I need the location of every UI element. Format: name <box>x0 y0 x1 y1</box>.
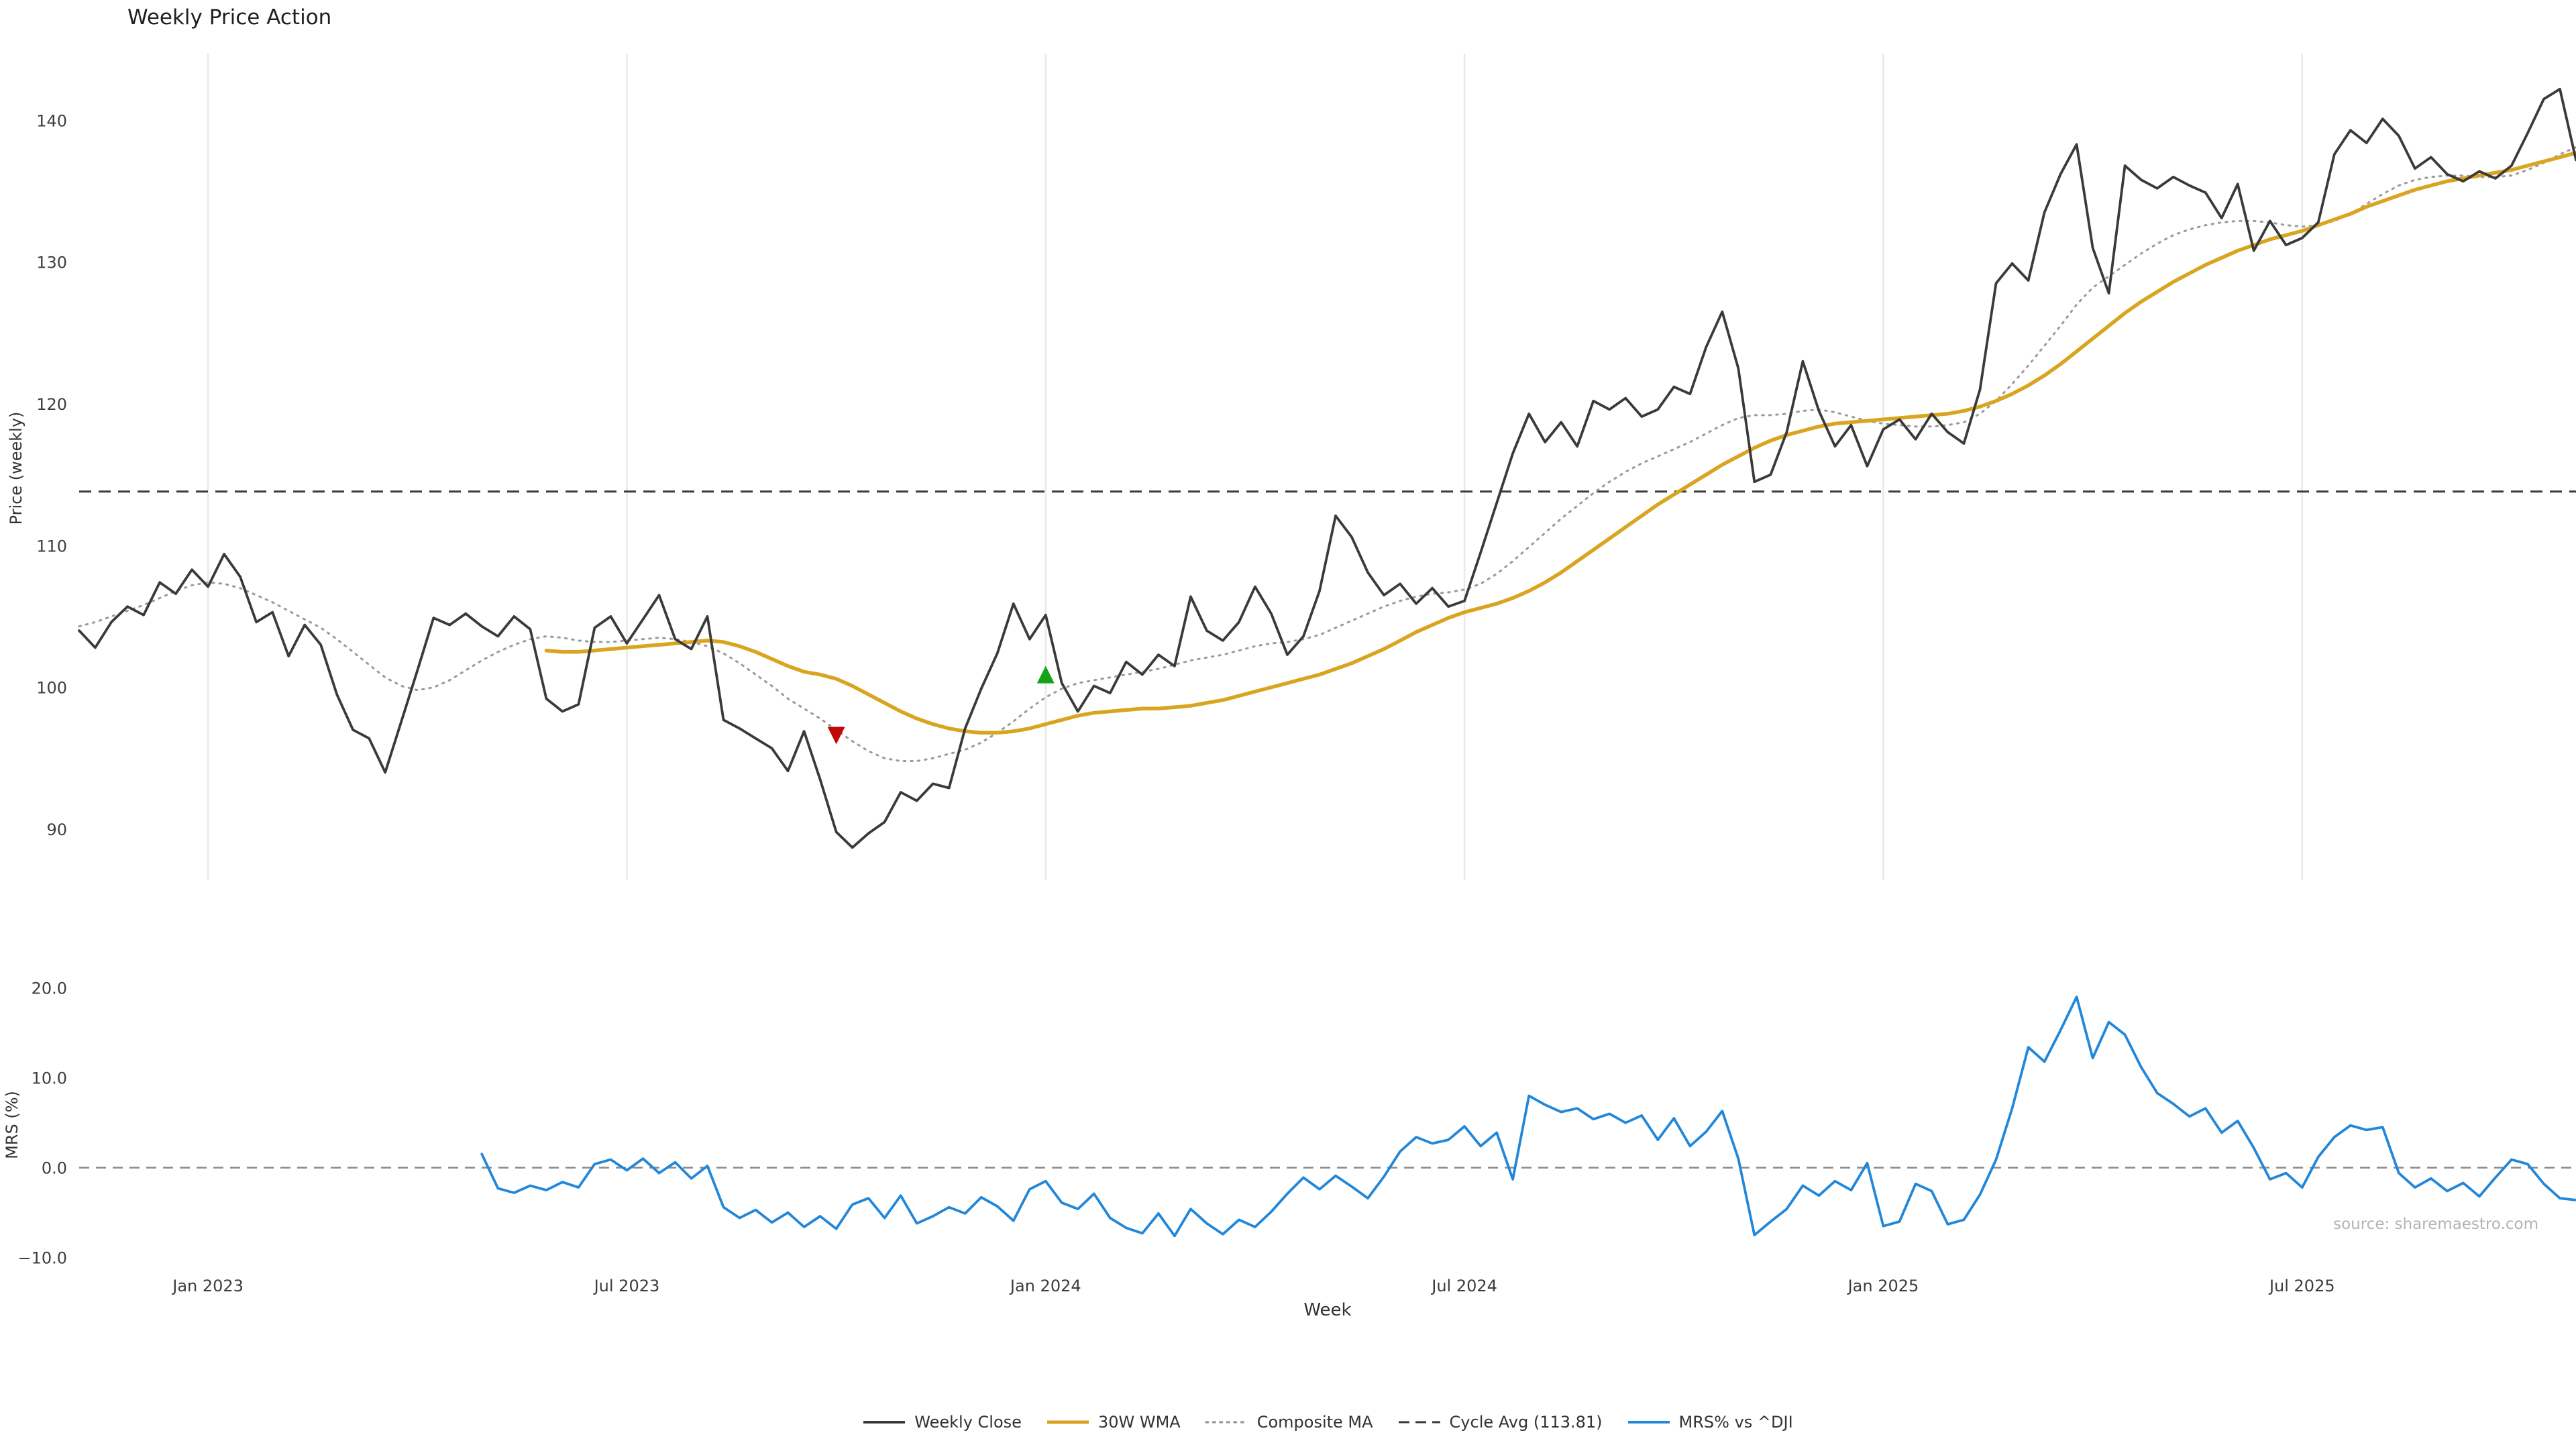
svg-text:10.0: 10.0 <box>32 1069 67 1088</box>
composite-ma-line-swatch-icon <box>1204 1421 1249 1424</box>
legend-label: MRS% vs ^DJI <box>1678 1413 1793 1432</box>
svg-text:90: 90 <box>46 820 67 839</box>
svg-text:Jan 2024: Jan 2024 <box>1009 1277 1081 1295</box>
legend-label: Cycle Avg (113.81) <box>1449 1413 1603 1432</box>
wma-line-swatch-icon <box>1046 1420 1089 1424</box>
svg-text:Jul 2025: Jul 2025 <box>2268 1277 2335 1295</box>
mrs-line-swatch-icon <box>1627 1421 1670 1424</box>
svg-text:110: 110 <box>36 537 67 555</box>
svg-text:120: 120 <box>36 395 67 414</box>
legend: Weekly Close 30W WMA Composite MA Cycle … <box>79 1413 2576 1432</box>
sell-signal-marker <box>827 727 845 745</box>
legend-item-composite-ma: Composite MA <box>1204 1413 1373 1432</box>
legend-item-mrs: MRS% vs ^DJI <box>1627 1413 1793 1432</box>
mrs-y-axis-label: MRS (%) <box>3 1091 21 1159</box>
x-axis-label: Week <box>1303 1300 1352 1320</box>
svg-text:140: 140 <box>36 111 67 130</box>
cycle-avg-line-swatch-icon <box>1398 1421 1440 1424</box>
price-y-axis-label: Price (weekly) <box>7 411 25 525</box>
legend-label: 30W WMA <box>1097 1413 1181 1432</box>
svg-text:100: 100 <box>36 679 67 698</box>
weekly-close-line-swatch-icon <box>863 1421 906 1424</box>
svg-text:0.0: 0.0 <box>42 1159 67 1178</box>
svg-text:Jul 2024: Jul 2024 <box>1430 1277 1497 1295</box>
legend-label: Composite MA <box>1256 1413 1373 1432</box>
svg-text:130: 130 <box>36 254 67 272</box>
legend-item-cycle-avg: Cycle Avg (113.81) <box>1397 1413 1603 1432</box>
svg-text:Jan 2025: Jan 2025 <box>1847 1277 1919 1295</box>
legend-label: Weekly Close <box>914 1413 1022 1432</box>
page-title: Weekly Price Action <box>127 5 332 30</box>
svg-text:−10.0: −10.0 <box>17 1249 67 1268</box>
svg-text:20.0: 20.0 <box>32 979 67 998</box>
legend-item-weekly-close: Weekly Close <box>862 1413 1022 1432</box>
buy-signal-marker <box>1036 665 1055 684</box>
svg-text:Jul 2023: Jul 2023 <box>593 1277 660 1295</box>
svg-text:Jan 2023: Jan 2023 <box>171 1277 244 1295</box>
legend-item-30w-wma: 30W WMA <box>1046 1413 1181 1432</box>
source-credit: source: sharemaestro.com <box>2333 1216 2538 1233</box>
